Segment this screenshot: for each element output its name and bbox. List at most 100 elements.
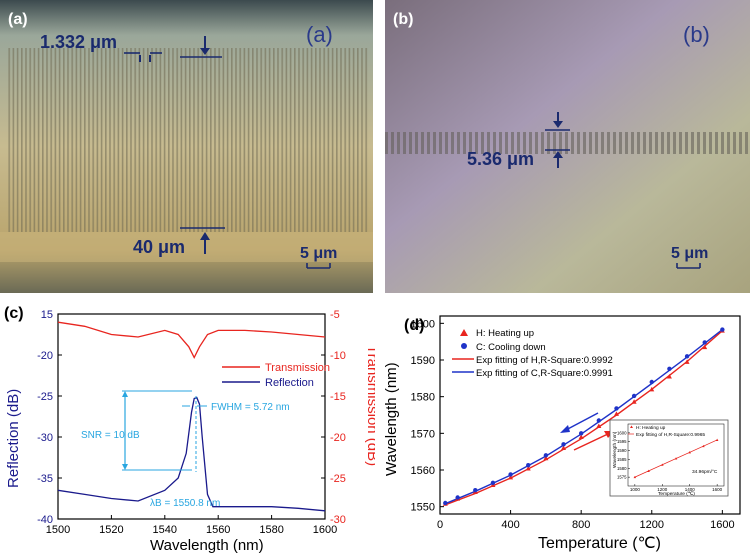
bragg-wavelength-label: λB = 1550.8 nm: [150, 498, 220, 509]
legend-item-fit-c: Exp fitting of C,R-Square:0.9991: [476, 368, 613, 379]
series-d: [442, 327, 725, 506]
transmission-line: [57, 321, 326, 359]
y-axis-label-c: Reflection (dB): [5, 389, 22, 488]
inset-x-tick-label: 1200: [657, 487, 668, 492]
panel-d-tag: (d): [404, 317, 424, 334]
x-tick-label-d: 1200: [640, 519, 664, 531]
cooling-point: [631, 393, 637, 399]
inset-y-tick-label: 1590: [617, 448, 627, 453]
inset-x-tick-label: 1000: [630, 487, 641, 492]
scale-bar-b: 5 μm: [671, 245, 708, 262]
reflection-line: [57, 396, 326, 512]
panel-d-temperature: (d) 1550 1560 1570 1580 1590 1600 0 400 800 1200…: [378, 300, 750, 558]
x-tick-label-c: 1520: [99, 524, 123, 536]
panel-a-inner-tag: (a): [306, 22, 333, 47]
x-tick-label-c: 1560: [206, 524, 230, 536]
inset-heating-point: [674, 457, 678, 460]
cooling-point: [443, 500, 448, 506]
inset-y-tick-label: 1600: [617, 430, 627, 435]
cooling-point: [596, 418, 602, 423]
cooling-point: [684, 354, 690, 359]
inset-y-tick-label: 1585: [617, 457, 627, 462]
heating-point: [596, 423, 602, 428]
width-label: 40 μm: [133, 237, 185, 257]
inset-heating-point: [702, 444, 705, 448]
pitch-annotation: [124, 36, 331, 269]
panel-b-inner-tag: (b): [683, 22, 710, 47]
panel-b-tag: (b): [393, 11, 413, 28]
inset-x-axis-label: Temperature (℃): [658, 491, 695, 497]
y-tick-label-d: 1560: [411, 465, 435, 477]
left-tick-label-c: -40: [37, 514, 53, 526]
x-tick-label-d: 0: [437, 519, 443, 531]
inset-y-axis-label: Wavelength (nm): [612, 431, 618, 468]
pitch-label: 1.332 μm: [40, 32, 117, 52]
right-tick-label-c: -10: [330, 350, 346, 362]
right-tick-label-c: -25: [330, 473, 346, 485]
y-tick-label-d: 1570: [411, 428, 435, 440]
x-tick-label-c: 1580: [259, 524, 283, 536]
scale-bar-a: 5 μm: [300, 245, 337, 262]
fwhm-label: FWHM = 5.72 nm: [211, 402, 290, 413]
heating-point: [525, 466, 531, 471]
cooling-point: [543, 453, 549, 458]
right-tick-label-c: -5: [330, 309, 340, 321]
legend-item-fit-h: Exp fitting of H,R-Square:0.9992: [476, 355, 613, 366]
direction-arrows: [560, 412, 614, 451]
panel-a-tag: (a): [8, 11, 28, 28]
legend-item-transmission: Transmission: [265, 362, 330, 374]
right-tick-label-c: -15: [330, 391, 346, 403]
y-tick-label-d: 1550: [411, 502, 435, 514]
legend-d: H: Heating up C: Cooling down Exp fittin…: [452, 328, 613, 379]
right-tick-label-c: -20: [330, 432, 346, 444]
x-axis-label-d: Temperature (℃): [538, 535, 661, 552]
y-axis-d: 1550 1560 1570 1580 1590 1600: [411, 318, 444, 514]
inset-heating-point: [647, 469, 650, 472]
x-axis-c: 1500 1520 1540 1560 1580 1600: [46, 515, 337, 536]
heating-point: [649, 386, 655, 392]
panel-a-micrograph: (a) (a) 1.332 μm 40 μm 5 μm: [0, 0, 373, 293]
inset-heating-point: [715, 438, 719, 441]
right-axis-c: -5 -10 -15 -20 -25 -30: [321, 309, 346, 526]
plot-frame-d: [439, 315, 741, 515]
x-tick-label-c: 1600: [313, 524, 337, 536]
x-tick-label-d: 1600: [710, 519, 734, 531]
panel-b-micrograph: (b) (b) 5.36 μm 5 μm: [385, 0, 750, 293]
inset-frame: [627, 423, 725, 487]
left-tick-label-c: -30: [37, 432, 53, 444]
cooling-point: [649, 379, 654, 385]
cooling-point: [702, 340, 707, 345]
legend-item-heating: H: Heating up: [476, 328, 534, 339]
left-axis-c: 15 -20 -25 -30 -35 -40: [37, 309, 62, 526]
y-tick-label-d: 1590: [411, 355, 435, 367]
left-tick-label-c: -25: [37, 391, 53, 403]
heating-point: [684, 359, 690, 364]
legend-c: Transmission Reflection: [222, 362, 330, 389]
inset-heating-point: [688, 451, 692, 454]
y2-axis-label-c: Transmission (dB): [364, 345, 375, 466]
cooling-point: [473, 487, 478, 493]
cooling-point: [455, 495, 460, 500]
y-tick-label-d: 1580: [411, 392, 435, 404]
inset-heating-point: [633, 475, 637, 479]
right-tick-label-c: -30: [330, 514, 346, 526]
cooling-point: [578, 431, 584, 436]
inset-legend-fit: Exp fitting of H,R-Square:0.9965: [636, 432, 705, 438]
x-tick-label-d: 800: [572, 519, 590, 531]
legend-item-reflection: Reflection: [265, 377, 314, 389]
legend-item-cooling: C: Cooling down: [476, 342, 546, 353]
snr-annotation: [122, 390, 207, 472]
heating-point: [561, 445, 567, 450]
panel-c-tag: (c): [4, 305, 24, 322]
heating-point: [578, 434, 584, 439]
heating-point: [508, 474, 514, 480]
y-axis-label-d: Wavelength (nm): [383, 362, 400, 476]
depth-annotation: [545, 112, 701, 269]
x-axis-d: 0 400 800 1200 1600: [437, 510, 735, 531]
cooling-point: [508, 472, 513, 477]
cooling-point: [526, 463, 531, 468]
heating-point: [702, 344, 708, 350]
heating-point: [543, 455, 549, 461]
heating-point: [666, 374, 672, 379]
x-tick-label-c: 1540: [153, 524, 177, 536]
